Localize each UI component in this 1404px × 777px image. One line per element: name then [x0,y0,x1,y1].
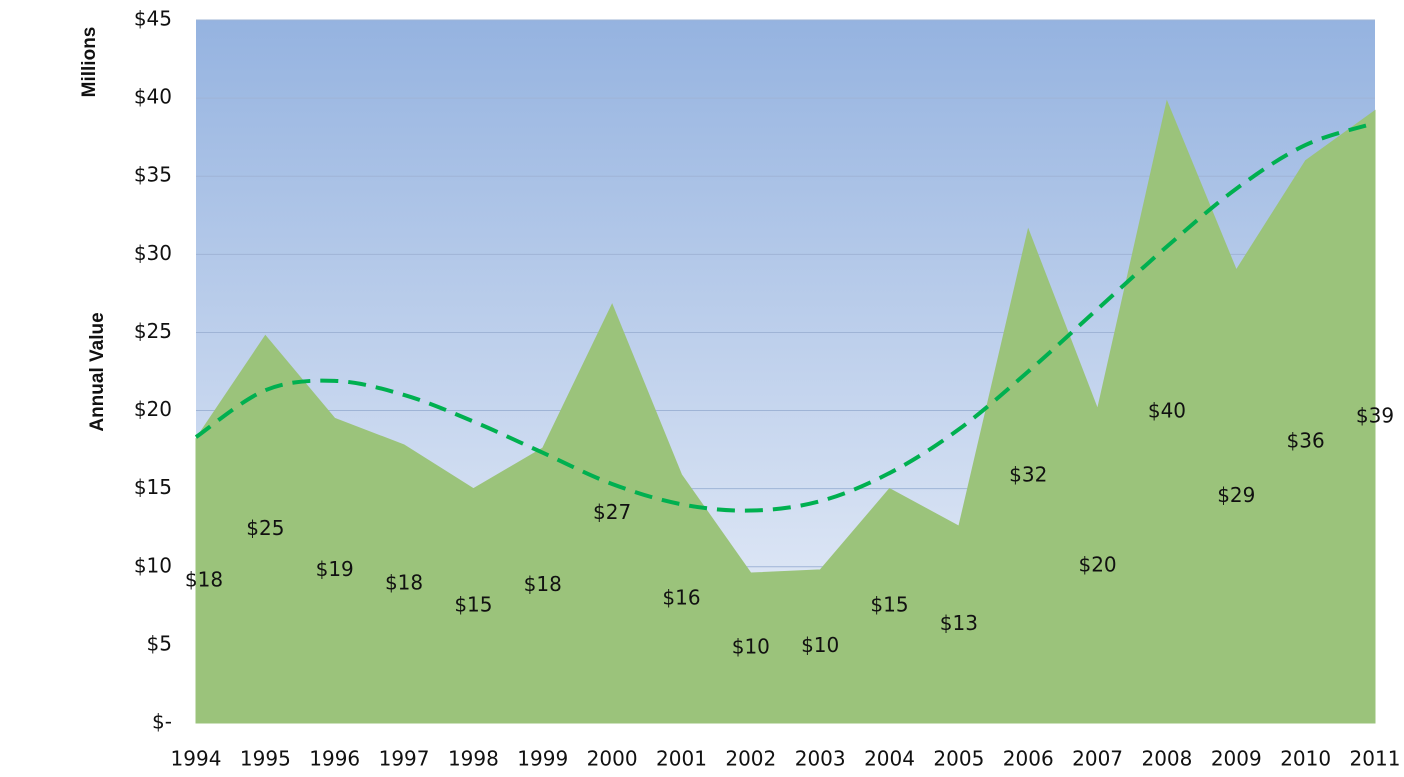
x-tick-label: 2007 [1072,747,1123,771]
y-tick-label: $45 [134,7,172,31]
data-label: $19 [316,557,354,581]
x-tick-label: 2000 [587,747,638,771]
x-tick-label: 2010 [1280,747,1331,771]
data-label: $13 [940,611,978,635]
data-label: $10 [801,633,839,657]
data-label: $32 [1009,463,1047,487]
y-tick-label: $10 [134,553,172,577]
y-unit-label: Millions [79,27,100,98]
x-tick-label: 1995 [240,747,291,771]
x-tick-label: 2005 [933,747,984,771]
y-axis-title: Annual Value [87,312,108,431]
data-label: $18 [185,567,223,591]
y-tick-label: $30 [134,241,172,265]
data-label: $15 [454,592,492,616]
x-tick-label: 1998 [448,747,499,771]
x-tick-label: 2011 [1350,747,1401,771]
data-label: $16 [662,585,700,609]
y-tick-label: $25 [134,319,172,343]
x-tick-label: 2008 [1141,747,1192,771]
data-label: $27 [593,500,631,524]
y-tick-label: $35 [134,163,172,187]
trend-line [194,121,1376,513]
x-tick-label: 1997 [379,747,430,771]
y-tick-label: $40 [134,85,172,109]
y-tick-label: $15 [134,475,172,499]
x-tick-label: 2001 [656,747,707,771]
y-tick-label: $20 [134,397,172,421]
data-label: $40 [1148,399,1186,423]
x-tick-label: 1994 [171,747,222,771]
x-tick-label: 1999 [517,747,568,771]
data-label: $10 [732,635,770,659]
x-tick-label: 2002 [725,747,776,771]
y-tick-label: $- [152,710,172,734]
data-label: $20 [1078,552,1116,576]
data-label: $36 [1287,428,1325,452]
x-tick-label: 1996 [309,747,360,771]
data-label: $15 [870,592,908,616]
x-tick-label: 2009 [1211,747,1262,771]
data-label: $29 [1217,483,1255,507]
area [195,99,1376,724]
x-tick-label: 2004 [864,747,915,771]
data-label: $18 [385,570,423,594]
data-label: $25 [246,516,284,540]
x-tick-label: 2006 [1003,747,1054,771]
y-tick-label: $5 [147,631,172,655]
data-label: $39 [1356,403,1394,427]
x-tick-label: 2003 [795,747,846,771]
data-label: $18 [524,572,562,596]
